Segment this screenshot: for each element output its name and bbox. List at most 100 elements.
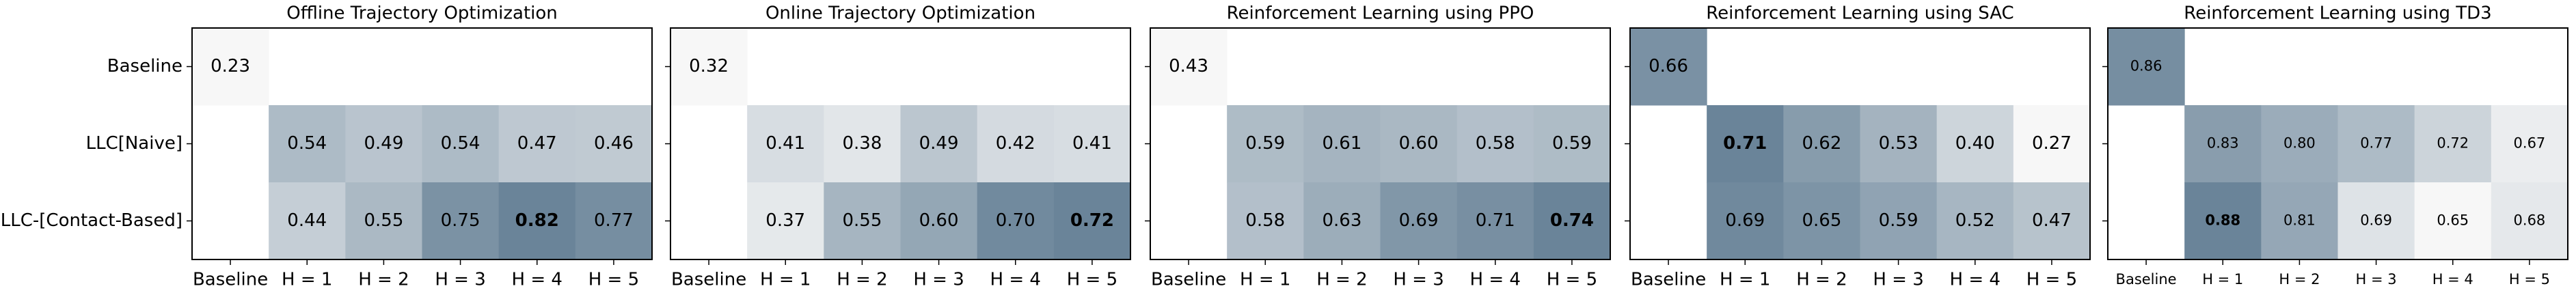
panel: Reinforcement Learning using PPO 0.43 0.59… — [1145, 3, 1611, 290]
cell-label: 0.53 — [1879, 133, 1919, 154]
x-tick-label: H = 2 — [358, 270, 409, 290]
x-tick-label: Baseline — [193, 270, 268, 290]
cell-label: 0.65 — [2437, 212, 2469, 229]
heat-cell — [1783, 182, 1860, 260]
cell-label: 0.55 — [842, 210, 882, 231]
x-tick-label: H = 5 — [1067, 270, 1117, 290]
cell-label: 0.59 — [1245, 133, 1285, 154]
heat-cell — [2491, 182, 2568, 260]
cell-label: 0.49 — [364, 133, 403, 154]
heat-cell — [2013, 105, 2091, 183]
cell-label: 0.41 — [765, 133, 805, 154]
panel-frame — [1629, 27, 2091, 260]
heat-cell — [2414, 105, 2492, 183]
heat-cell — [1860, 105, 1938, 183]
heat-cell — [192, 28, 269, 106]
heat-cell — [1303, 182, 1381, 260]
x-tick-label: H = 1 — [1240, 270, 1290, 290]
cell-label: 0.37 — [765, 210, 805, 231]
cell-label: 0.77 — [594, 210, 634, 231]
cell-label: 0.61 — [1322, 133, 1361, 154]
heat-cell — [575, 105, 653, 183]
cell-label: 0.74 — [1550, 210, 1594, 231]
cell-label: 0.59 — [1879, 210, 1919, 231]
x-tick-label: H = 5 — [2509, 271, 2550, 287]
panel-frame — [1150, 27, 1611, 260]
cell-label: 0.38 — [842, 133, 882, 154]
cell-label: 0.42 — [996, 133, 1035, 154]
cell-label: 0.66 — [1649, 56, 1688, 76]
heat-cell — [575, 182, 653, 260]
heat-cell — [900, 105, 978, 183]
cell-label: 0.69 — [2360, 212, 2392, 229]
cell-label: 0.40 — [1955, 133, 1995, 154]
cell-label: 0.71 — [1723, 133, 1767, 154]
cell-label: 0.69 — [1399, 210, 1439, 231]
x-tick-label: H = 3 — [913, 270, 964, 290]
cell-label: 0.49 — [919, 133, 959, 154]
heat-cell — [269, 182, 346, 260]
heat-cell — [422, 182, 500, 260]
heat-cell — [2013, 182, 2091, 260]
cell-label: 0.23 — [211, 56, 250, 76]
heat-cell — [1380, 182, 1458, 260]
cell-label: 0.60 — [919, 210, 959, 231]
cell-label: 0.69 — [1725, 210, 1765, 231]
x-tick-label: H = 1 — [2202, 271, 2243, 287]
heat-cell — [2108, 28, 2185, 106]
x-tick-label: H = 5 — [2026, 270, 2077, 290]
cell-label: 0.60 — [1399, 133, 1439, 154]
cell-label: 0.72 — [2437, 135, 2469, 152]
heat-cell — [1053, 105, 1131, 183]
cell-label: 0.72 — [1070, 210, 1114, 231]
x-tick-label: H = 1 — [282, 270, 332, 290]
heat-cell — [670, 28, 748, 106]
x-tick-label: H = 3 — [435, 270, 485, 290]
heat-cell — [2261, 182, 2338, 260]
x-tick-label: H = 5 — [1547, 270, 1597, 290]
heat-cell — [2414, 182, 2492, 260]
cell-label: 0.71 — [1476, 210, 1515, 231]
heat-cell — [1456, 182, 1534, 260]
heat-cell — [2261, 105, 2338, 183]
x-tick-label: H = 2 — [2279, 271, 2320, 287]
x-tick-label: H = 5 — [588, 270, 639, 290]
panel-frame — [191, 27, 653, 260]
heat-cell — [498, 182, 576, 260]
heat-cell — [1630, 28, 1707, 106]
cell-label: 0.43 — [1169, 56, 1208, 76]
panel: Reinforcement Learning using TD3 0.86 0.83… — [2102, 3, 2568, 287]
x-tick-label: H = 2 — [1316, 270, 1367, 290]
cell-label: 0.80 — [2283, 135, 2316, 152]
heat-cell — [2184, 182, 2262, 260]
heat-cell — [2491, 105, 2568, 183]
cell-label: 0.47 — [517, 133, 557, 154]
x-tick-label: H = 2 — [837, 270, 887, 290]
heat-cell — [977, 105, 1055, 183]
heat-cell — [498, 105, 576, 183]
x-tick-label: H = 4 — [1950, 270, 2001, 290]
x-tick-label: Baseline — [2116, 271, 2177, 287]
y-tick-label: Baseline — [107, 56, 182, 76]
cell-label: 0.65 — [1802, 210, 1841, 231]
heat-cell — [345, 182, 422, 260]
cell-label: 0.81 — [2283, 212, 2316, 229]
cell-label: 0.86 — [2130, 58, 2163, 74]
cell-label: 0.70 — [996, 210, 1035, 231]
panel: Offline Trajectory Optimization 0.23 Basel… — [1, 3, 653, 290]
cell-label: 0.32 — [689, 56, 729, 76]
x-tick-label: H = 1 — [760, 270, 811, 290]
x-tick-label: H = 2 — [1796, 270, 1847, 290]
heat-cell — [422, 105, 500, 183]
panel-title: Offline Trajectory Optimization — [286, 3, 558, 24]
heat-cell — [2184, 105, 2262, 183]
x-tick-label: Baseline — [1151, 270, 1226, 290]
cell-label: 0.52 — [1955, 210, 1995, 231]
heat-cell — [1707, 105, 1784, 183]
cell-label: 0.63 — [1322, 210, 1361, 231]
y-tick-label: LLC[Naive] — [86, 133, 182, 154]
cell-label: 0.41 — [1072, 133, 1112, 154]
heat-cell — [1227, 182, 1304, 260]
x-tick-label: H = 4 — [990, 270, 1041, 290]
